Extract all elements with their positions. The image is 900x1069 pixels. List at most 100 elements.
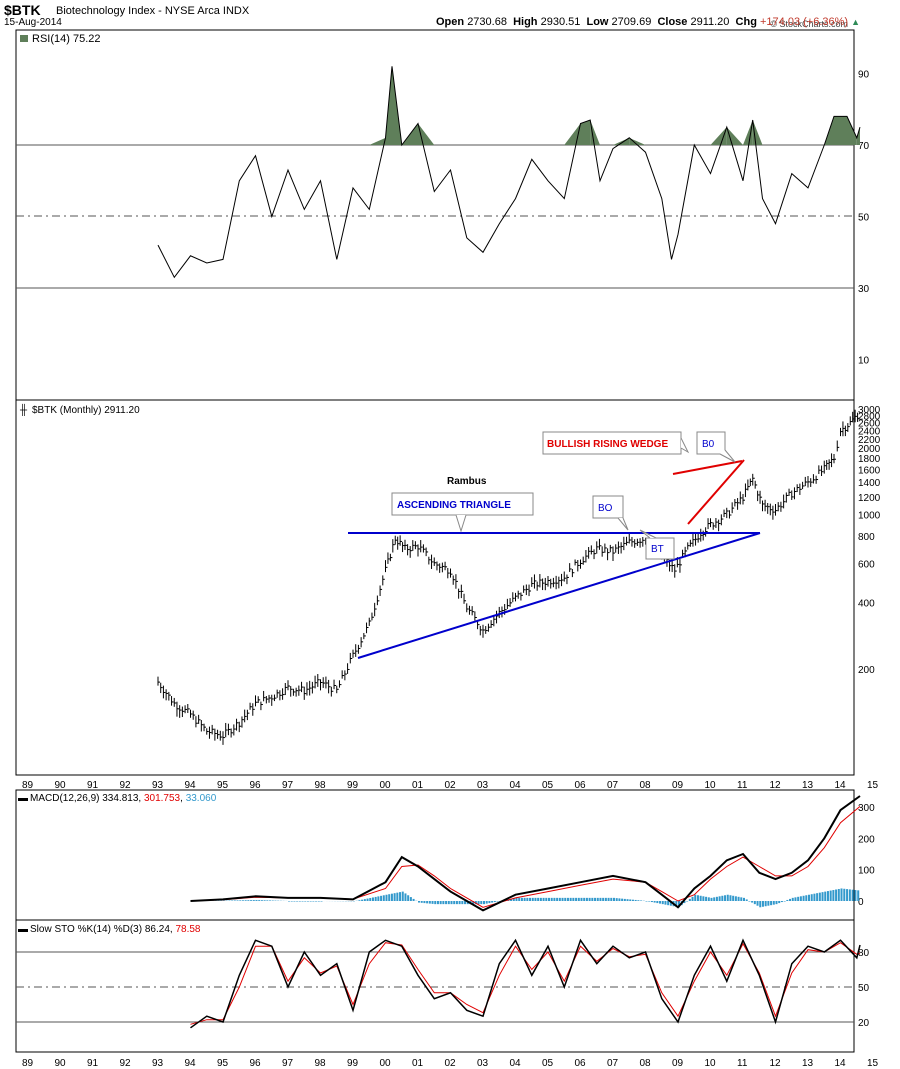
- macd-hist-bar: [534, 897, 537, 901]
- rsi-label: RSI(14) 75.22: [32, 33, 100, 45]
- macd-hist-bar: [388, 894, 391, 901]
- macd-hist-bar: [474, 901, 477, 905]
- macd-hist-bar: [488, 901, 491, 904]
- macd-hist-bar: [526, 897, 529, 901]
- macd-hist-bar: [485, 901, 488, 904]
- macd-hist-bar: [640, 900, 643, 901]
- bo2-pointer: [719, 449, 736, 463]
- close-value: 2911.20: [690, 16, 730, 28]
- y-tick-label: 10: [858, 356, 870, 367]
- y-tick-label: 50: [858, 213, 870, 224]
- sto-d-value: 78.58: [175, 924, 200, 935]
- macd-hist-bar: [361, 899, 364, 901]
- macd-hist-bar: [304, 901, 307, 902]
- macd-hist-bar: [445, 901, 448, 905]
- sto-panel-frame: [15, 919, 855, 1053]
- macd-hist-bar: [250, 900, 253, 901]
- bt-pointer: [639, 529, 657, 539]
- x-axis-label: 10: [705, 780, 717, 791]
- instrument-name: Biotechnology Index - NYSE Arca INDX: [56, 5, 250, 17]
- macd-hist-bar: [696, 895, 699, 901]
- sto-label-group: ▬ Slow STO %K(14) %D(3) 86.24, 78.58: [18, 924, 201, 935]
- macd-hist-bar: [569, 897, 572, 901]
- macd-hist-bar: [458, 901, 461, 905]
- macd-hist-bar: [409, 897, 412, 901]
- x-axis-label: 94: [185, 780, 197, 791]
- macd-hist-bar: [233, 900, 236, 901]
- macd-hist-bar: [537, 897, 540, 901]
- macd-hist-bar: [604, 897, 607, 901]
- macd-hist-bar: [550, 897, 553, 901]
- macd-hist-bar: [260, 900, 263, 901]
- macd-hist-bar: [288, 901, 290, 902]
- x-axis-label: 04: [510, 1058, 522, 1069]
- macd-hist-bar: [529, 897, 532, 901]
- x-axis-label: 94: [185, 1058, 197, 1069]
- sto-lines-icon: ▬: [18, 924, 28, 935]
- macd-hist-bar: [510, 898, 513, 901]
- macd-hist-bar: [634, 899, 637, 901]
- macd-hist-bar: [577, 897, 580, 901]
- x-axis-labels-bottom: 89 90 91 92 93 94 95 96 97 98 99 00 01 02 03 04 05 06 07 08…: [22, 1058, 900, 1069]
- macd-hist-bar: [480, 901, 483, 905]
- macd-hist-bar: [764, 901, 767, 907]
- rsi-gridlines: [16, 144, 854, 289]
- macd-hist-bar: [512, 898, 515, 901]
- macd-hist-bar: [477, 901, 480, 905]
- macd-hist-bar: [301, 901, 304, 902]
- macd-hist-bar: [315, 901, 318, 902]
- macd-hist-bar: [385, 894, 388, 901]
- macd-hist-bar: [564, 897, 567, 901]
- macd-hist-bar: [545, 897, 548, 901]
- macd-hist-bar: [775, 901, 778, 905]
- macd-hist-bar: [317, 901, 320, 902]
- macd-hist-bar: [407, 895, 410, 901]
- bt-callout: BT: [639, 529, 675, 560]
- bo2-box: [696, 431, 726, 455]
- macd-hist-bar: [724, 895, 727, 901]
- y-tick-label: 20: [858, 1018, 870, 1029]
- price-bars: [157, 409, 860, 745]
- macd-hist-bar: [588, 897, 591, 901]
- macd-hist-bar: [843, 888, 846, 901]
- bt-box: [645, 537, 675, 560]
- macd-hist-bar: [431, 901, 434, 904]
- x-axis-label: 93: [152, 1058, 164, 1069]
- macd-hist-bar: [797, 896, 800, 901]
- rsi-fill-segment: [564, 123, 581, 145]
- x-axis-label: 15: [867, 1058, 879, 1069]
- x-axis-label: 98: [315, 1058, 327, 1069]
- x-axis-label: 92: [120, 780, 132, 791]
- macd-hist-bar: [707, 897, 710, 901]
- bo2-callout: B0: [696, 431, 736, 463]
- sto-label: Slow STO %K(14) %D(3) 86.24, 78.58: [30, 924, 201, 935]
- macd-hist-bar: [404, 893, 407, 901]
- y-tick-label: 600: [858, 560, 875, 571]
- macd-hist-bar: [561, 897, 564, 901]
- macd-hist-bar: [380, 895, 383, 901]
- macd-hist-bar: [848, 889, 851, 901]
- x-axis-label: 08: [640, 780, 652, 791]
- macd-hist-bar: [266, 900, 269, 901]
- macd-hist-bar: [472, 901, 475, 905]
- macd-hist-bar: [675, 901, 678, 907]
- y-tick-label: 2200: [858, 435, 881, 446]
- x-axis-label: 05: [542, 780, 554, 791]
- macd-hist-bar: [312, 901, 315, 902]
- y-tick-label: 2800: [858, 412, 881, 423]
- macd-label-name: MACD(12,26,9): [30, 793, 99, 804]
- macd-hist-bar: [702, 896, 705, 901]
- y-tick-label: 3000: [858, 405, 881, 416]
- macd-hist-bar: [713, 897, 716, 901]
- x-axis-label: 00: [380, 1058, 392, 1069]
- ascending-triangle-text: ASCENDING TRIANGLE: [397, 500, 511, 511]
- macd-hist-bar: [759, 901, 762, 908]
- rsi-fill-segment: [847, 116, 857, 145]
- x-axis-label: 06: [575, 780, 587, 791]
- high-value: 2930.51: [540, 16, 581, 28]
- macd-hist-bar: [607, 897, 610, 901]
- macd-hist-bar: [450, 901, 453, 905]
- macd-hist-bar: [780, 901, 783, 903]
- price-label: $BTK (Monthly) 2911.20: [32, 405, 140, 416]
- x-axis-label: 12: [770, 1058, 782, 1069]
